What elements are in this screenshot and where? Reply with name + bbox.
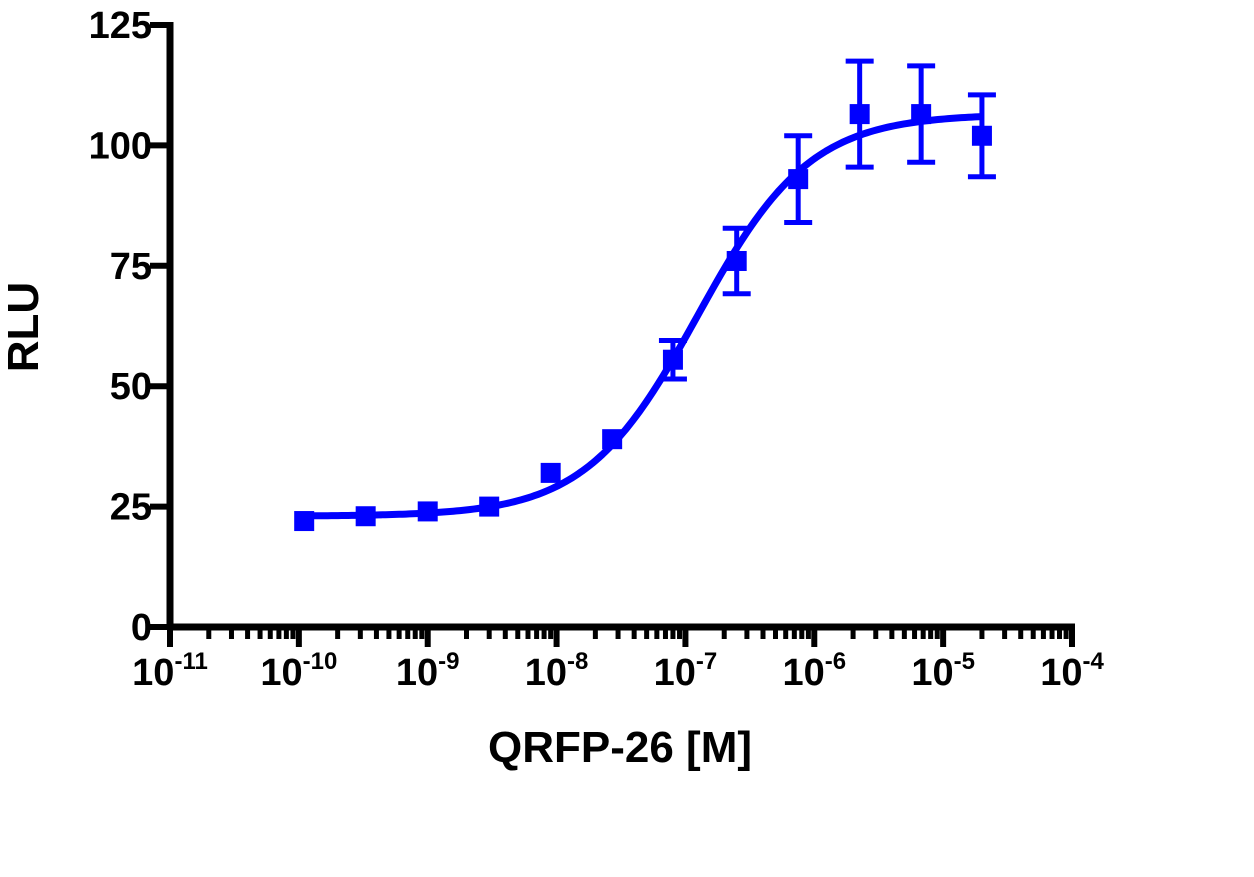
data-point-marker	[602, 429, 623, 450]
y-tick-label: 25	[110, 487, 152, 529]
x-tick-label: 10-9	[396, 648, 460, 694]
x-tick-label-base: 10	[260, 652, 302, 694]
data-point-marker	[849, 104, 870, 125]
data-point-marker	[662, 349, 683, 370]
data-points-group	[294, 58, 996, 532]
x-tick-label-base: 10	[911, 652, 953, 694]
data-point-marker	[479, 496, 500, 517]
y-tick-label: 125	[89, 5, 152, 47]
y-tick-label: 75	[110, 246, 152, 288]
x-tick-label: 10-11	[132, 648, 208, 694]
x-tick-label-exponent: -5	[954, 648, 975, 675]
x-tick-label-base: 10	[525, 652, 567, 694]
y-tick-label: 50	[110, 366, 152, 408]
x-tick-label-exponent: -9	[438, 648, 459, 675]
x-tick-label: 10-4	[1040, 648, 1104, 694]
x-tick-label-exponent: -8	[567, 648, 588, 675]
x-tick-label-base: 10	[396, 652, 438, 694]
y-tick-label: 100	[89, 125, 152, 167]
x-tick-label: 10-6	[782, 648, 846, 694]
x-tick-label-base: 10	[654, 652, 696, 694]
fit-curve-group	[304, 113, 983, 520]
data-point-marker	[726, 250, 747, 271]
axes	[150, 22, 1075, 647]
x-tick-label: 10-8	[525, 648, 589, 694]
data-point-marker	[971, 125, 992, 146]
x-tick-label-exponent: -11	[174, 648, 207, 675]
x-tick-label: 10-10	[260, 648, 337, 694]
data-point-marker	[417, 501, 438, 522]
data-point-marker	[540, 462, 561, 483]
x-tick-label-exponent: -10	[303, 648, 338, 675]
data-point-marker	[294, 511, 315, 532]
data-point-marker	[911, 104, 932, 125]
y-axis-title: RLU	[0, 282, 48, 372]
y-tick-label: 0	[131, 607, 152, 649]
data-point-marker	[788, 169, 809, 190]
x-tick-label-base: 10	[1040, 652, 1082, 694]
x-tick-label-base: 10	[782, 652, 824, 694]
x-tick-label-exponent: -7	[696, 648, 717, 675]
data-point-marker	[355, 506, 376, 527]
fit-curve	[304, 113, 983, 520]
x-axis-title: QRFP-26 [M]	[488, 723, 752, 772]
x-tick-label-base: 10	[132, 652, 174, 694]
x-tick-label-exponent: -6	[825, 648, 846, 675]
x-tick-label: 10-5	[911, 648, 975, 694]
x-tick-label-exponent: -4	[1082, 648, 1104, 675]
x-tick-label: 10-7	[654, 648, 718, 694]
